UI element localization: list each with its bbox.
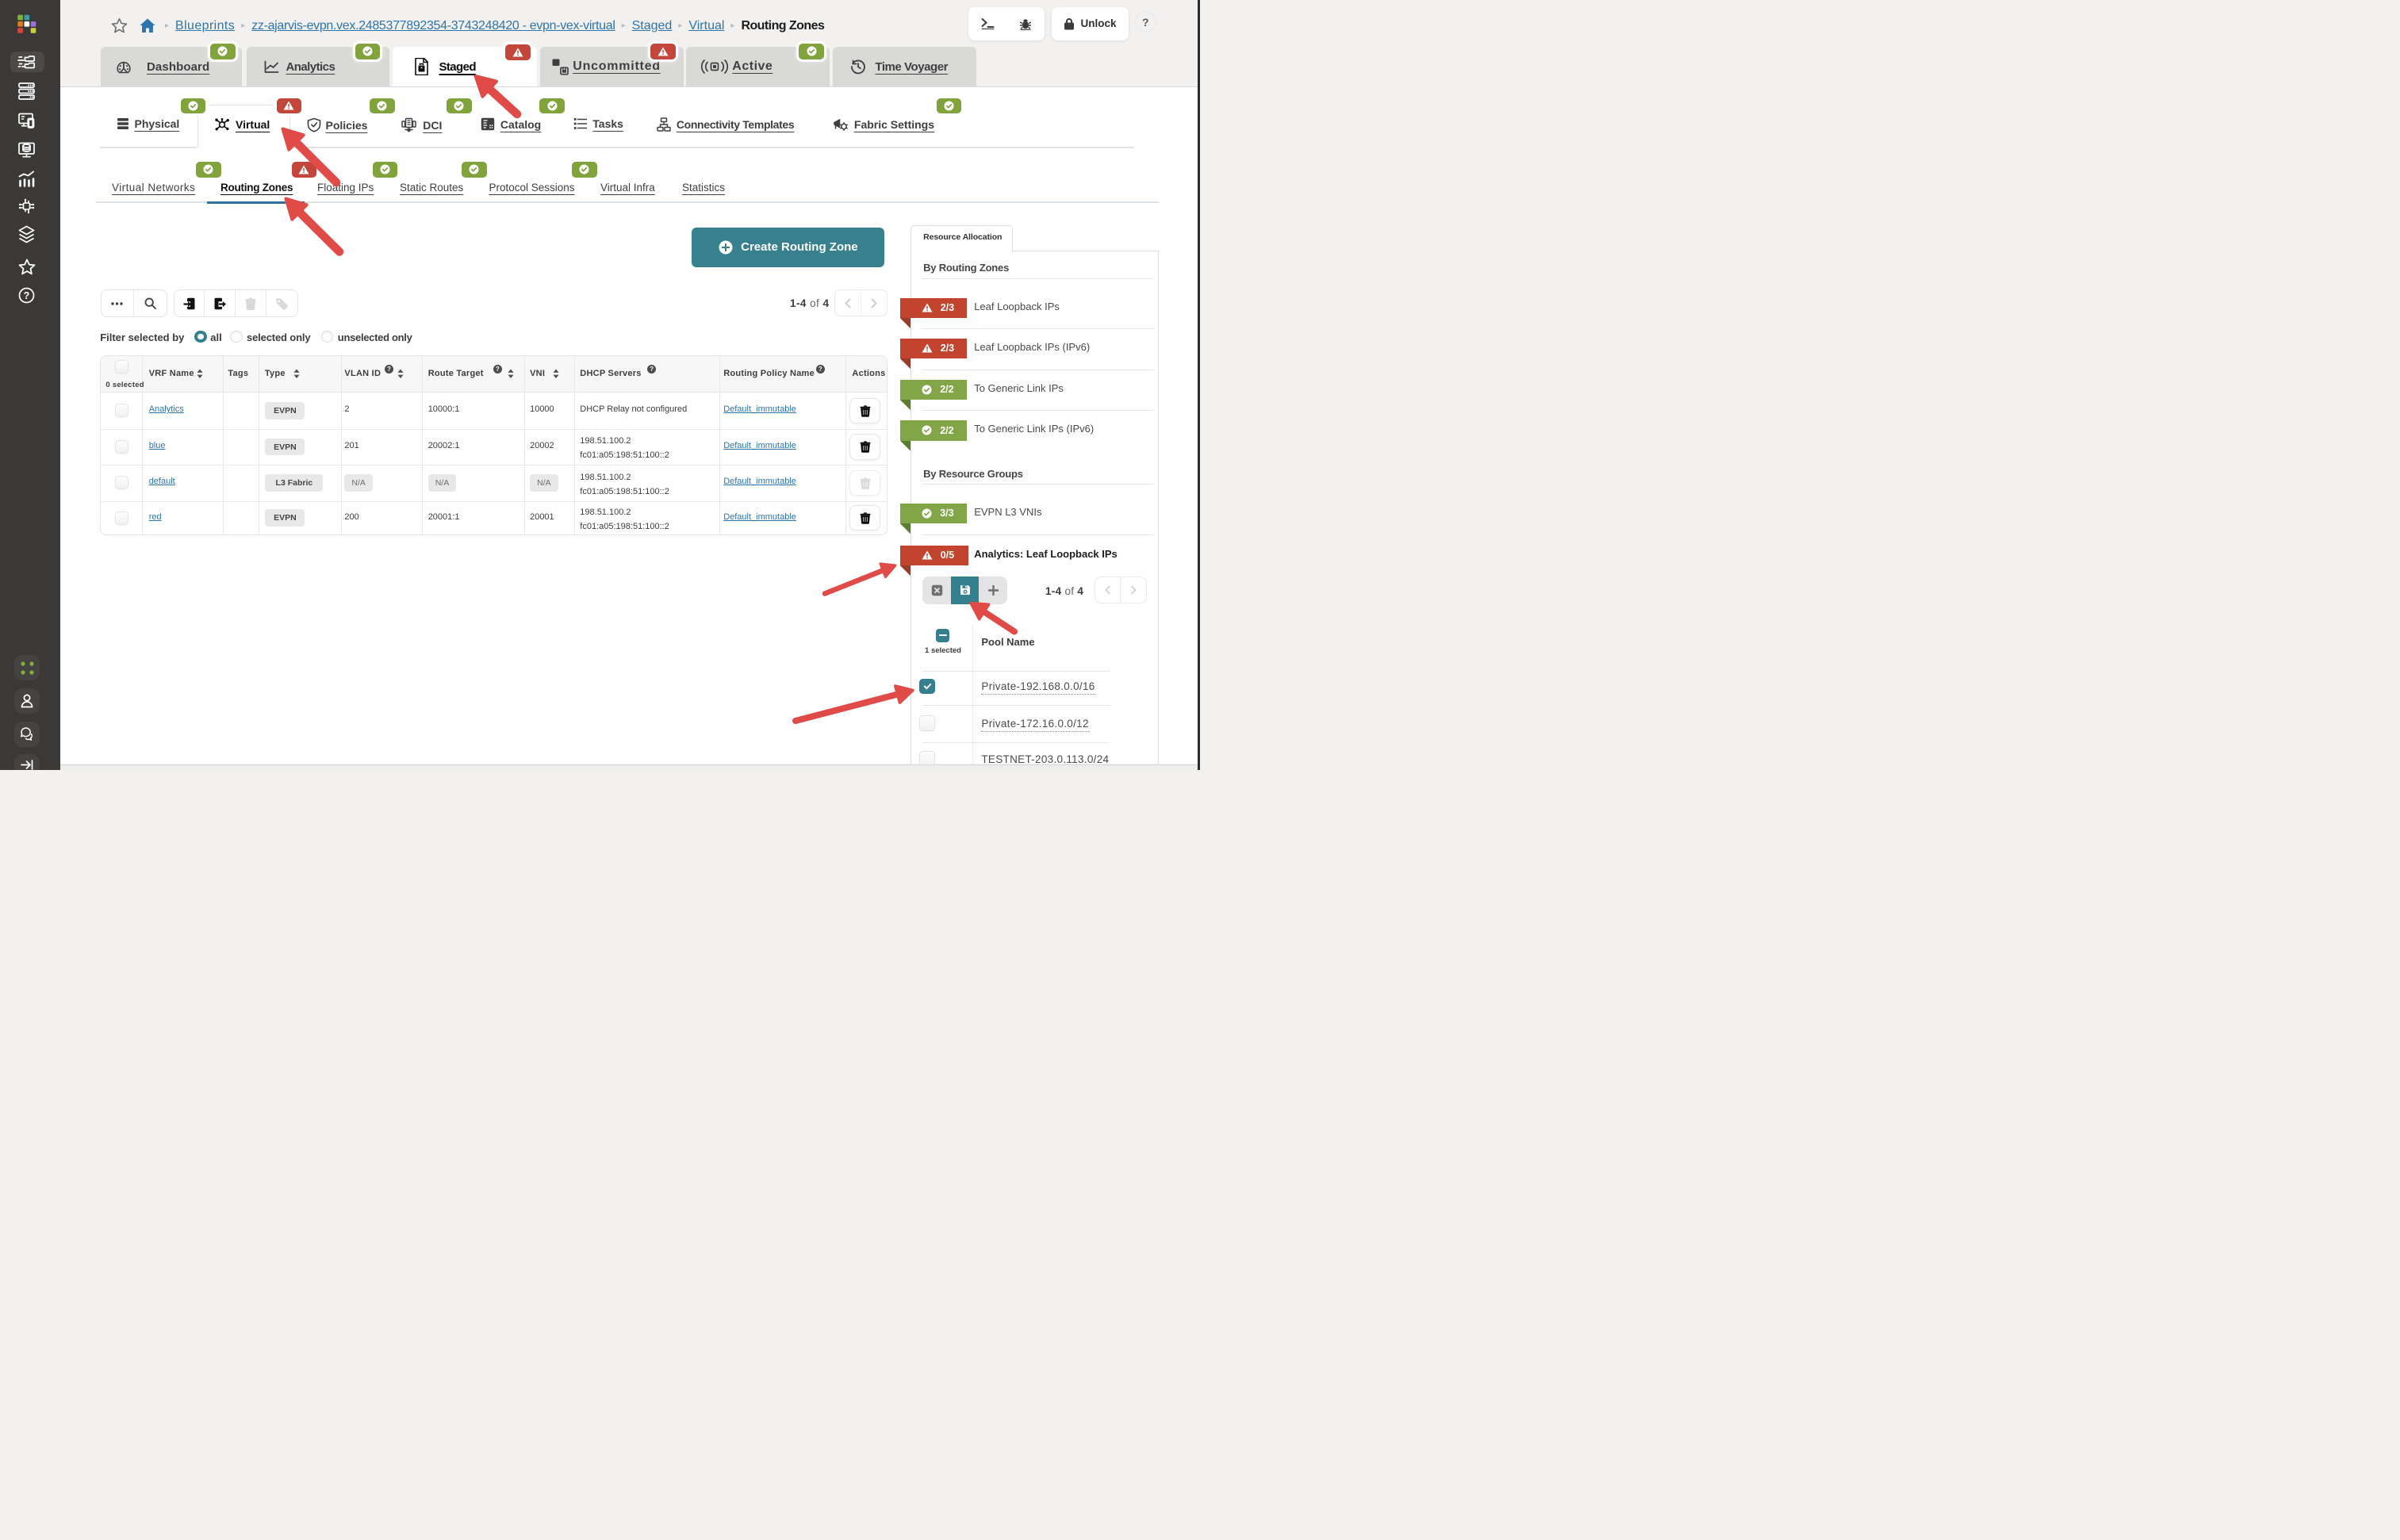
svg-text:?: ? — [24, 290, 30, 301]
